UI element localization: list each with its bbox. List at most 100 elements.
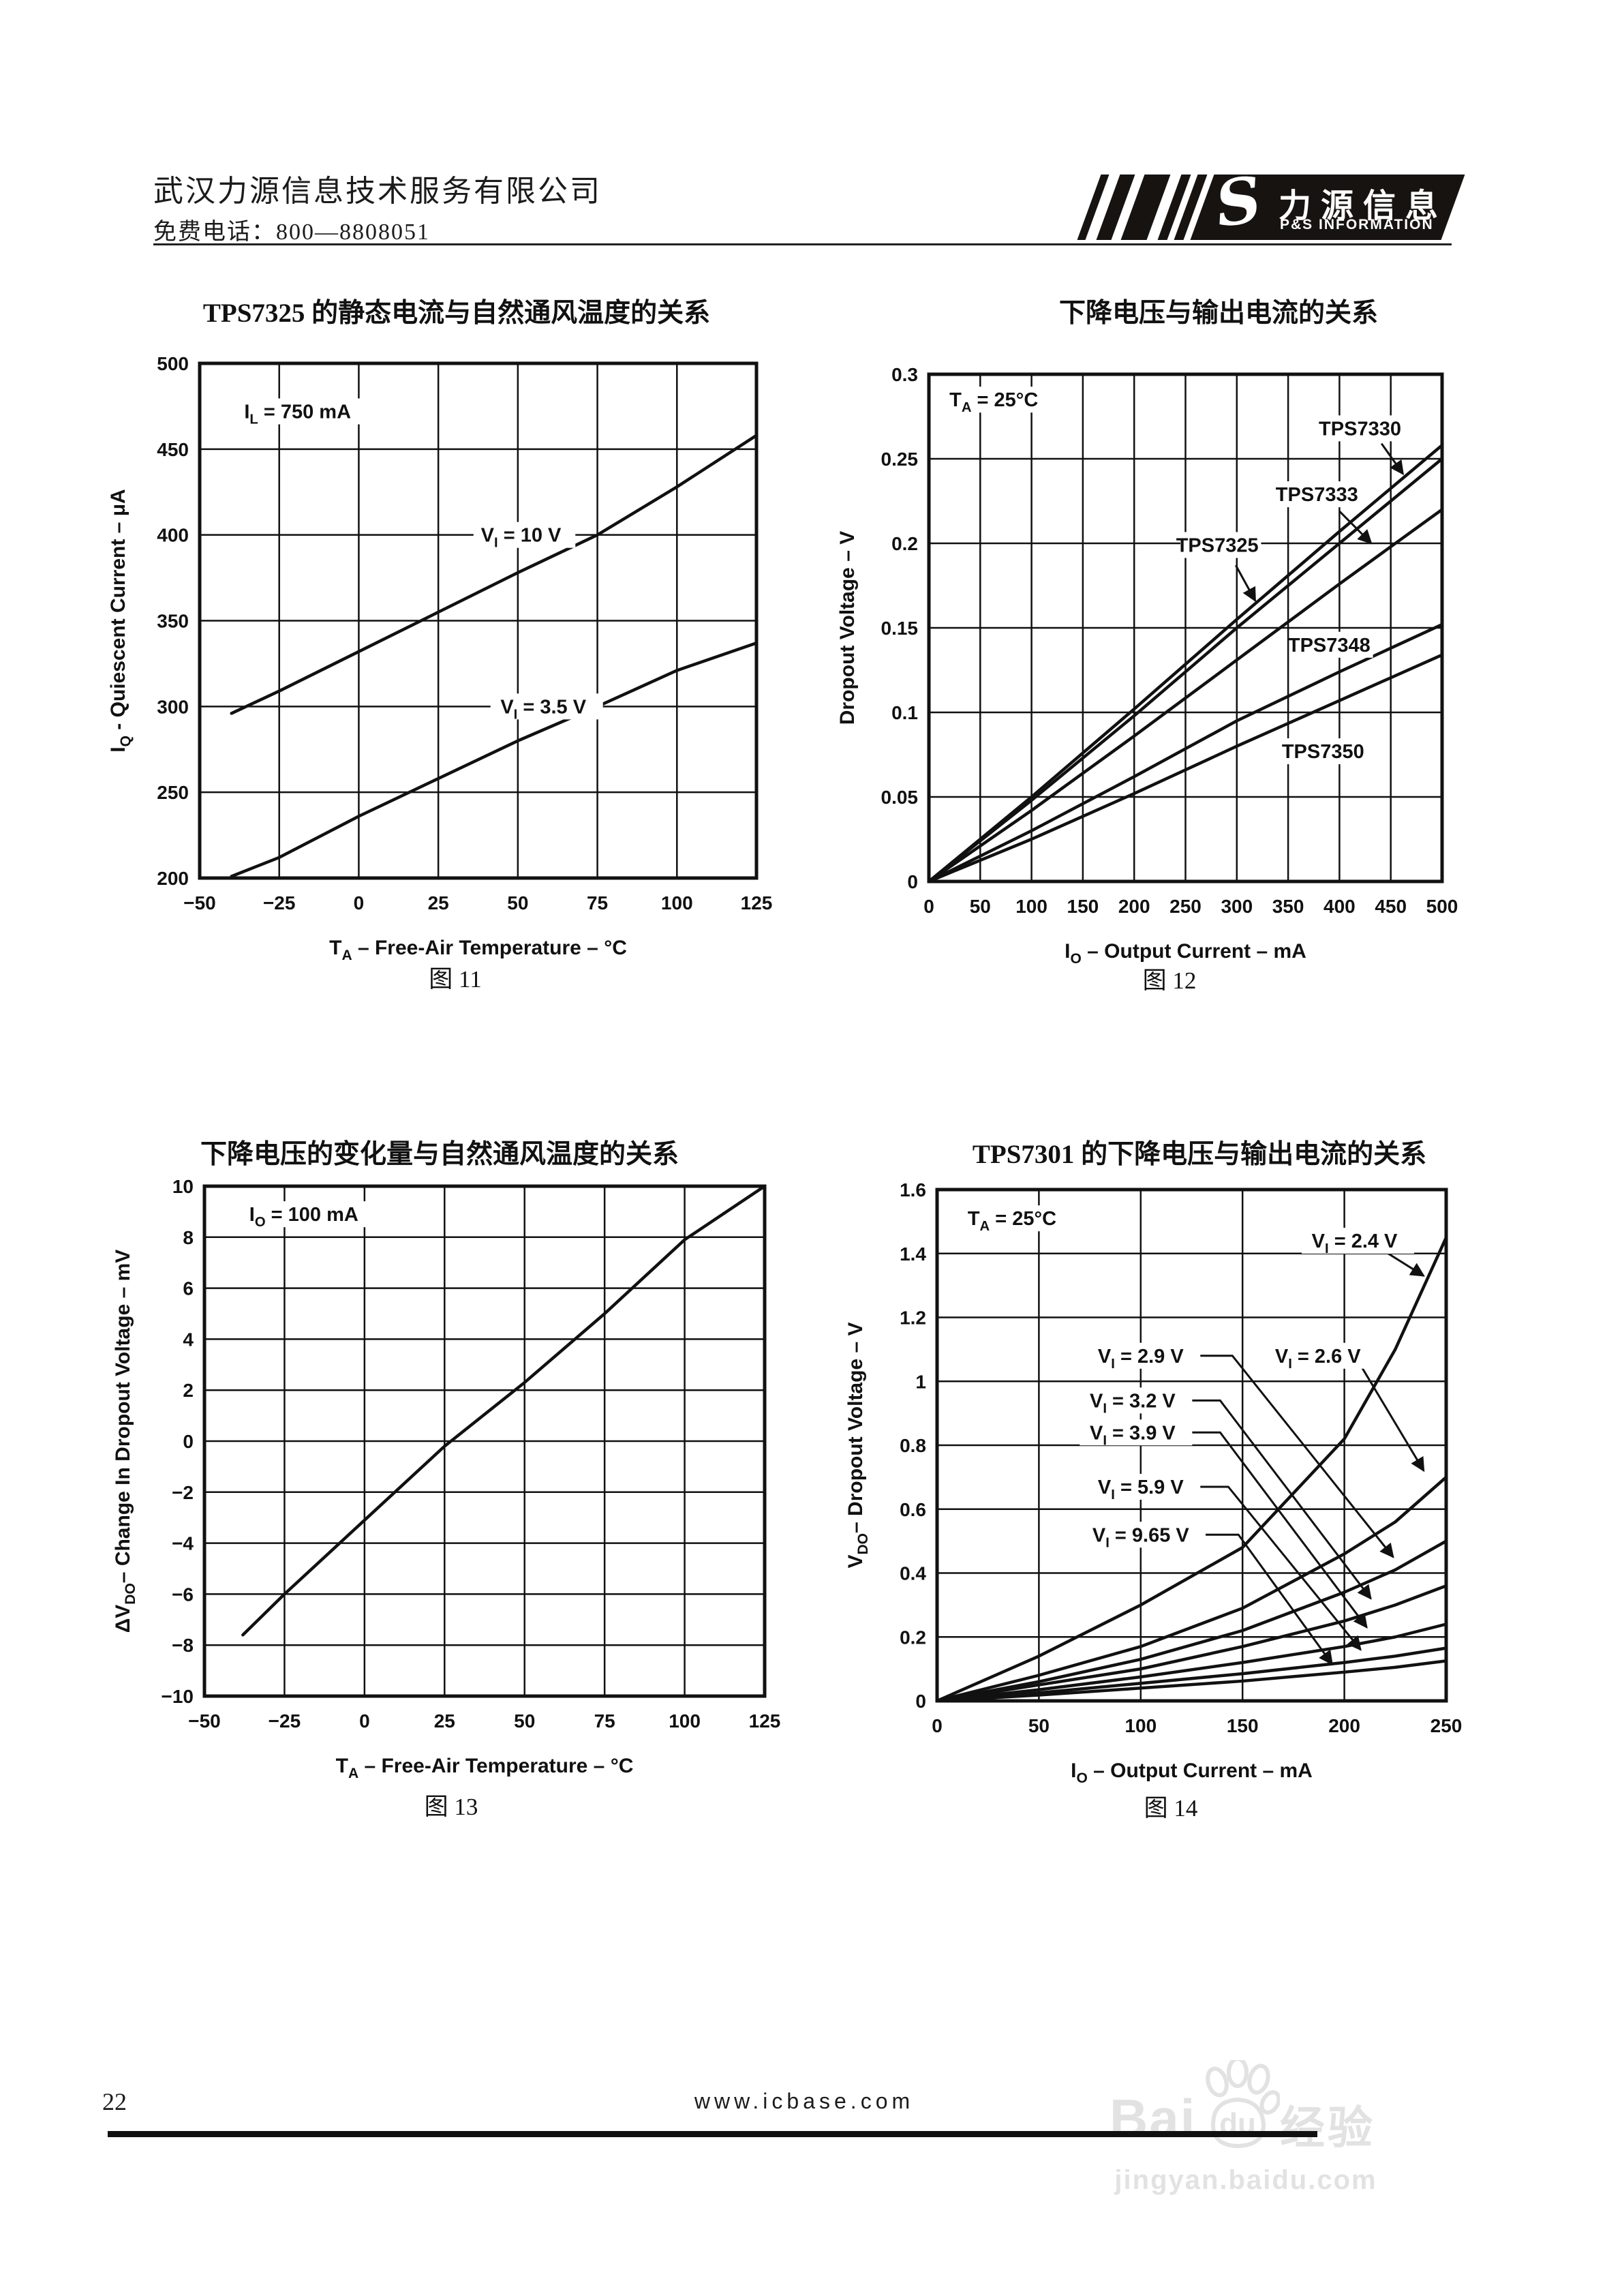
x-tick: 125 xyxy=(749,1710,781,1732)
y-tick: 8 xyxy=(183,1227,194,1248)
curve-label: TPS7330 xyxy=(1319,418,1401,440)
y-tick: 0.8 xyxy=(900,1435,926,1456)
x-tick: 100 xyxy=(669,1710,701,1732)
y-tick: −6 xyxy=(172,1584,194,1605)
y-tick: −8 xyxy=(172,1635,194,1656)
curve-VI-2.6-V xyxy=(935,1475,1448,1703)
x-tick: 25 xyxy=(428,892,449,913)
x-tick: 400 xyxy=(1323,896,1356,917)
y-tick: 10 xyxy=(172,1176,194,1197)
header-company-name: 武汉力源信息技术服务有限公司 xyxy=(153,175,602,208)
x-tick: 500 xyxy=(1426,896,1458,917)
curve-label: VI = 3.5 V xyxy=(500,696,586,722)
curve-label: TPS7348 xyxy=(1288,635,1371,656)
paw-icon: du xyxy=(1198,2057,1281,2166)
x-tick: 75 xyxy=(587,892,608,913)
figure-13-plot: −50 −25 0 25 50 75 100 125 10 8 6 4 2 0 −2 −4 −6 −8 −10 TA … xyxy=(112,1176,781,1781)
y-tick: 500 xyxy=(157,353,189,374)
y-tick: 250 xyxy=(157,782,189,803)
figure-14-plot: 0 50 100 150 200 250 1.6 1.4 1.2 1 0.8 0.6 0.4 0.2 0 IO… xyxy=(844,1179,1463,1786)
y-tick: 400 xyxy=(157,525,189,546)
curve-label: IO = 100 mA xyxy=(249,1204,358,1230)
curve-label: VI = 5.9 V xyxy=(1098,1477,1184,1502)
x-tick: 0 xyxy=(359,1710,370,1732)
figure-11-title: TPS7325 的静态电流与自然通风温度的关系 xyxy=(202,299,711,328)
y-tick: 0.15 xyxy=(881,618,919,639)
y-tick: 200 xyxy=(157,868,189,889)
x-tick: 150 xyxy=(1067,896,1099,917)
y-tick: 350 xyxy=(157,611,189,632)
y-tick: 0.4 xyxy=(900,1563,926,1584)
curve-VI-10-V xyxy=(230,434,759,715)
curve-TPS7350 xyxy=(927,653,1444,883)
y-tick: 0 xyxy=(183,1431,194,1452)
x-tick: 250 xyxy=(1430,1715,1463,1736)
x-tick: 150 xyxy=(1227,1715,1259,1736)
figure-14-title: TPS7301 的下降电压与输出电流的关系 xyxy=(972,1140,1427,1169)
curve-label: TA = 25°C xyxy=(968,1208,1056,1234)
x-tick: 200 xyxy=(1118,896,1150,917)
x-axis-title: IO – Output Current – mA xyxy=(1071,1759,1313,1786)
figure-12-plot: 0 50 100 150 200 250 300 350 400 450 500 0.3 0.25 0.2… xyxy=(836,364,1458,967)
y-tick: 0.3 xyxy=(891,364,918,385)
logo-en-text: P&S INFORMATION xyxy=(1280,217,1434,232)
y-tick: 0 xyxy=(915,1691,926,1712)
x-tick: 100 xyxy=(1015,896,1047,917)
x-tick: 25 xyxy=(434,1710,455,1732)
watermark-bai-text: Bai xyxy=(1110,2088,1197,2148)
curve-VI-3.9-V xyxy=(935,1622,1448,1703)
y-tick: 0.25 xyxy=(881,449,919,470)
curve-VI-3.2-V xyxy=(935,1584,1448,1703)
curve-label: VI = 2.9 V xyxy=(1098,1346,1184,1372)
y-axis-title: IQ - Quiescent Current – μA xyxy=(107,489,134,752)
curve-label: TPS7325 xyxy=(1176,534,1259,556)
curve-label: VI = 3.9 V xyxy=(1090,1422,1176,1448)
figure-12-caption: 图 12 xyxy=(1142,967,1197,994)
figure-11-caption: 图 11 xyxy=(429,966,482,993)
figure-12: 下降电压与输出电流的关系 0 50 100 150 200 250 300 350 400 450… xyxy=(804,299,1581,1043)
figure-12-title: 下降电压与输出电流的关系 xyxy=(1058,299,1379,328)
footer-rule xyxy=(108,2131,1317,2137)
figure-13: 下降电压的变化量与自然通风温度的关系 −50 −25 0 25 50 75 100 125 10… xyxy=(95,1140,825,1864)
y-tick: 1.6 xyxy=(900,1179,926,1200)
y-tick: 1.4 xyxy=(900,1243,926,1265)
baidu-watermark-logo: Bai du 经验 xyxy=(1110,2057,1382,2162)
figure-11: TPS7325 的静态电流与自然通风温度的关系 −50 −25 0 25 50 75 100… xyxy=(95,299,825,1043)
logo-cn-text: 力源信息 xyxy=(1279,188,1448,224)
figure-14: TPS7301 的下降电压与输出电流的关系 0 50 100 150 200 250 1.6… xyxy=(804,1140,1581,1864)
y-tick: 6 xyxy=(183,1278,194,1299)
y-axis-title: VDO– Dropout Voltage – V xyxy=(844,1323,871,1569)
baidu-watermark: Bai du 经验 jingyan.baidu.com xyxy=(1110,2057,1382,2196)
company-logo: S 力源信息 P&S INFORMATION xyxy=(1077,162,1465,241)
x-tick: 50 xyxy=(970,896,991,917)
y-tick: 4 xyxy=(183,1329,194,1350)
x-tick: 100 xyxy=(1124,1715,1157,1736)
y-tick: 0 xyxy=(907,871,918,892)
y-tick: −2 xyxy=(172,1482,194,1503)
curve-label: TPS7333 xyxy=(1276,484,1358,506)
curve-label: IL = 750 mA xyxy=(244,401,351,427)
y-tick: 450 xyxy=(157,439,189,460)
figure-11-plot: −50 −25 0 25 50 75 100 125 500 450 400 350 300 250 200… xyxy=(107,353,772,963)
x-tick: 50 xyxy=(1028,1715,1050,1736)
x-axis-title: IO – Output Current – mA xyxy=(1065,940,1306,967)
header-rule xyxy=(153,243,1452,245)
y-tick: 300 xyxy=(157,696,189,717)
footer-page-number: 22 xyxy=(102,2088,127,2115)
y-tick: 0.1 xyxy=(891,702,918,723)
x-tick: 0 xyxy=(354,892,365,913)
header-phone: 免费电话：800—8808051 xyxy=(153,220,430,245)
x-tick: 350 xyxy=(1272,896,1304,917)
y-tick: 2 xyxy=(183,1380,194,1401)
x-axis-title: TA – Free-Air Temperature – °C xyxy=(329,937,627,963)
y-tick: 0.2 xyxy=(900,1627,926,1648)
y-tick: −4 xyxy=(172,1533,194,1554)
x-tick: 50 xyxy=(507,892,528,913)
x-axis-title: TA – Free-Air Temperature – °C xyxy=(336,1755,634,1781)
curve-label: VI = 2.4 V xyxy=(1312,1230,1398,1256)
x-tick: 450 xyxy=(1375,896,1407,917)
curve-VI-2.9-V xyxy=(935,1539,1448,1703)
y-tick: 0.6 xyxy=(900,1499,926,1520)
x-tick: 100 xyxy=(661,892,693,913)
